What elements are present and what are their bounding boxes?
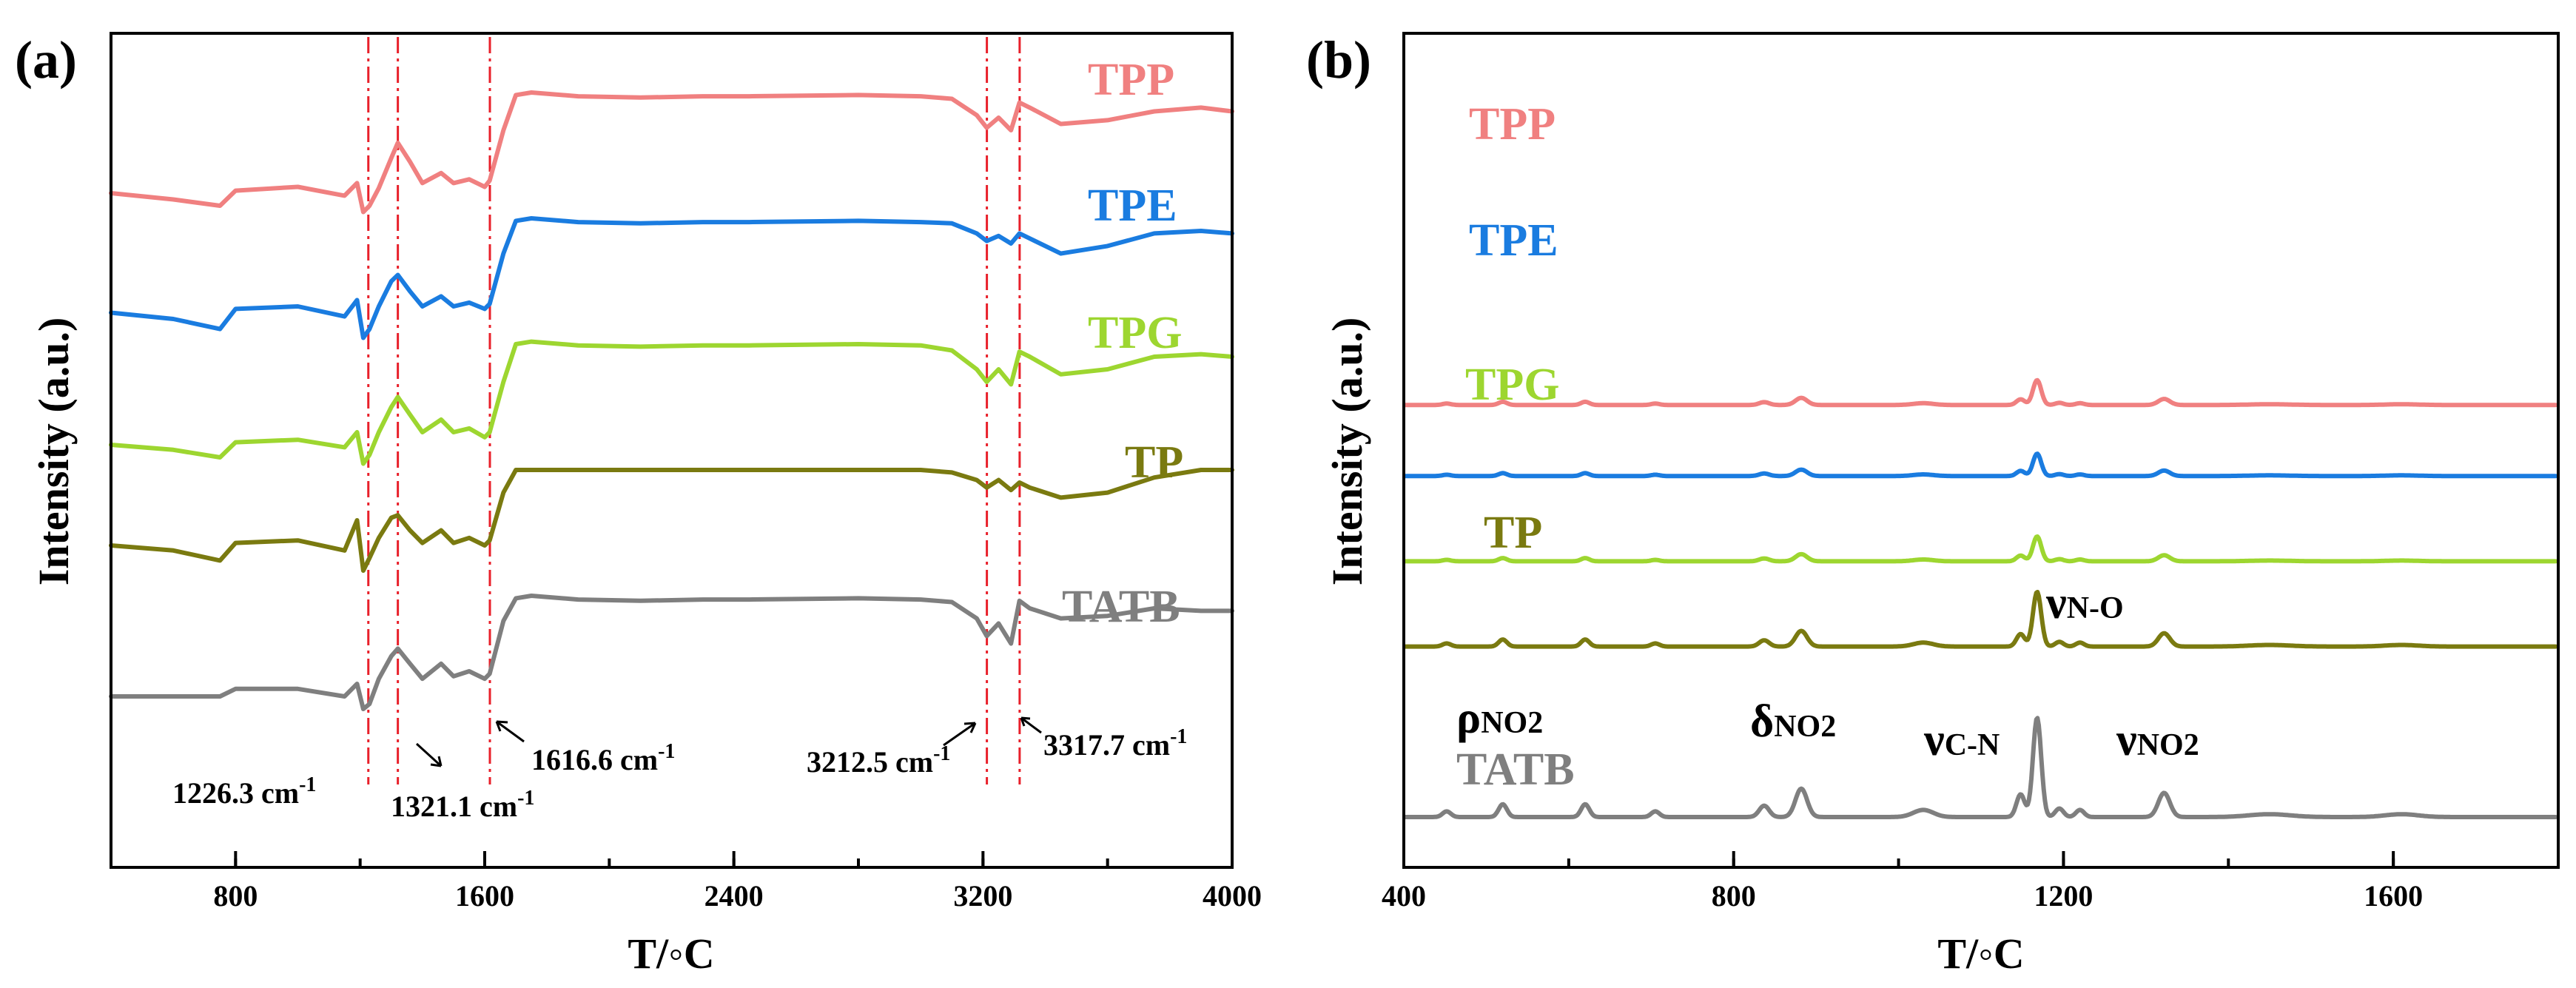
series-line-a-tatb xyxy=(109,594,1234,711)
panel-b-label: (b) xyxy=(1306,30,1371,90)
band-nu-cn: νC-N xyxy=(1923,715,2000,765)
arrow-1321 xyxy=(415,742,443,767)
series-line-b-tpp xyxy=(1403,377,2558,408)
arrow-3317 xyxy=(1020,716,1042,734)
x-axis-a: 800 1600 2400 3200 4000 xyxy=(110,851,1262,913)
band-nu-no: νN-O xyxy=(2045,578,2124,628)
arrow-1616 xyxy=(495,720,525,743)
series-labels-b: TPP TPE TPG TP TATB xyxy=(1456,99,1575,795)
series-labels-a: TPP TPE TPG TP TATB xyxy=(1062,55,1183,632)
x-tick-label-b-800: 800 xyxy=(1712,879,1756,913)
series-label-tatb: TATB xyxy=(1062,582,1180,632)
spectra-b xyxy=(1403,377,2558,819)
series-label-tpg: TPG xyxy=(1088,308,1182,358)
x-tick-label-a-4000: 4000 xyxy=(1203,879,1262,913)
series-label-tpp: TPP xyxy=(1088,55,1174,105)
x-tick-label-a-1600: 1600 xyxy=(455,879,514,913)
annotation-3212: 3212.5 cm-1 xyxy=(807,742,950,779)
x-tick-label-b-1600: 1600 xyxy=(2364,879,2423,913)
x-tick-label-b-1200: 1200 xyxy=(2034,879,2093,913)
y-axis-title-b: Intensity (a.u.) xyxy=(1323,317,1371,586)
series-label-tatb-b: TATB xyxy=(1456,745,1575,795)
series-line-b-tatb xyxy=(1403,716,2558,819)
panel-b-chart: (b) TPP TPE TPG TP TATB ρNO2 δNO2 νC-N ν… xyxy=(1306,30,2560,978)
series-line-b-tpg xyxy=(1403,534,2558,564)
series-label-tpe: TPE xyxy=(1088,181,1177,231)
series-line-a-tp xyxy=(109,468,1234,573)
series-line-a-tpe xyxy=(109,216,1234,340)
plot-frame-a xyxy=(110,32,1234,869)
band-nu-no2: νNO2 xyxy=(2116,715,2199,765)
band-delta-no2: δNO2 xyxy=(1750,696,1836,747)
series-line-a-tpg xyxy=(109,339,1234,466)
series-label-tpg-b: TPG xyxy=(1465,360,1559,410)
x-axis-b: 400 800 1200 1600 xyxy=(1382,851,2560,913)
annotation-1616: 1616.6 cm-1 xyxy=(531,740,675,776)
series-line-a-tpp xyxy=(109,90,1234,215)
x-tick-label-a-2400: 2400 xyxy=(704,879,764,913)
series-label-tp-b: TP xyxy=(1484,508,1542,558)
annotation-3317: 3317.7 cm-1 xyxy=(1043,725,1187,762)
spectra-a xyxy=(109,90,1234,711)
series-line-b-tp xyxy=(1403,590,2558,649)
y-axis-title-a: Intensity (a.u.) xyxy=(30,317,78,586)
panel-a-chart: (a) 1226.3 cm-1 1321.1 cm-1 1616.6 cm-1 … xyxy=(15,30,1262,978)
band-labels: ρNO2 δNO2 νC-N νN-O νNO2 xyxy=(1456,578,2199,765)
x-axis-title-a: T/◦C xyxy=(628,930,714,978)
x-tick-label-a-800: 800 xyxy=(213,879,258,913)
series-label-tpe-b: TPE xyxy=(1469,215,1558,266)
series-label-tp: TP xyxy=(1125,437,1183,488)
annotation-1321: 1321.1 cm-1 xyxy=(391,787,534,823)
x-tick-label-b-400: 400 xyxy=(1382,879,1426,913)
series-label-tpp-b: TPP xyxy=(1469,99,1556,149)
panel-a-label: (a) xyxy=(15,30,77,90)
reference-lines xyxy=(367,37,1021,784)
annotation-1226: 1226.3 cm-1 xyxy=(172,773,316,810)
band-rho-no2: ρNO2 xyxy=(1456,693,1543,743)
x-axis-title-b: T/◦C xyxy=(1937,930,2024,978)
series-line-b-tpe xyxy=(1403,451,2558,479)
plot-frame-b xyxy=(1402,32,2560,869)
peak-annotations: 1226.3 cm-1 1321.1 cm-1 1616.6 cm-1 3212… xyxy=(172,716,1187,823)
x-tick-label-a-3200: 3200 xyxy=(953,879,1012,913)
arrow-3212 xyxy=(943,722,977,747)
